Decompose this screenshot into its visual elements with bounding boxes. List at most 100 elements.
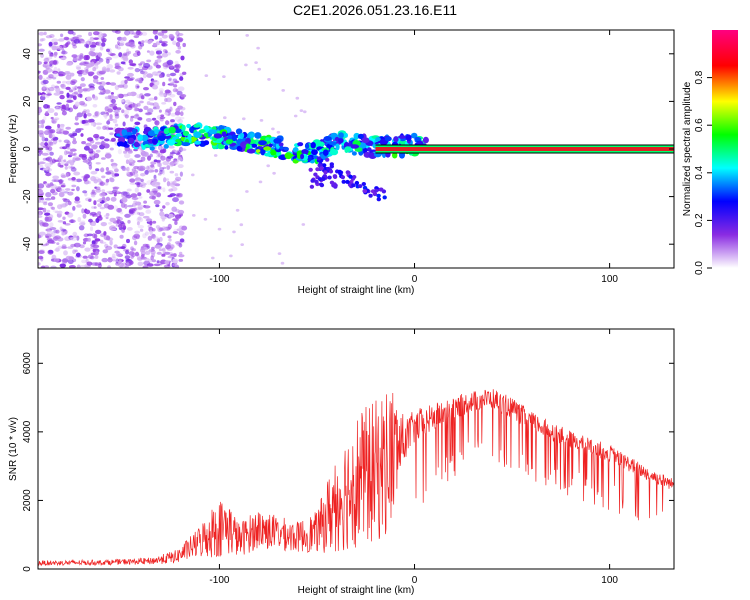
noise-speckle [179,194,183,198]
noise-speckle [72,32,76,36]
noise-speckle [81,141,86,145]
noise-speckle [123,109,130,115]
noise-speckle [156,238,160,244]
noise-speckle [88,119,92,123]
track-blob [116,141,125,146]
track-blob [175,138,181,143]
noise-speckle [77,216,82,223]
noise-speckle [128,251,135,256]
noise-speckle [113,191,117,197]
noise-speckle [146,165,150,171]
noise-speckle [84,247,91,252]
noise-speckle [165,64,171,68]
noise-speckle [67,246,74,249]
noise-speckle [45,228,52,232]
noise-speckle [129,178,136,183]
noise-speckle [76,186,80,192]
noise-speckle [102,113,109,118]
bottom-ylabel: SNR (10 * v/v) [8,417,19,481]
noise-speckle [151,80,155,83]
noise-speckle [59,155,63,160]
noise-speckle [100,222,108,227]
noise-speckle [49,227,57,230]
noise-speckle [78,153,84,158]
noise-speckle [161,253,166,257]
noise-speckle [79,83,86,87]
noise-speckle [38,43,43,47]
noise-speckle [293,114,298,118]
noise-speckle [57,220,64,223]
noise-speckle [105,167,109,171]
noise-speckle [160,155,166,161]
track-blob [121,129,128,136]
noise-speckle [68,165,73,169]
noise-speckle [85,109,90,114]
noise-speckle [76,204,82,208]
noise-speckle [85,142,92,147]
noise-speckle [38,31,45,36]
bottom-ytick-label: 4000 [22,420,33,443]
noise-speckle [117,148,122,155]
noise-speckle [58,156,63,162]
noise-speckle [138,167,145,172]
noise-speckle [73,91,79,95]
noise-speckle [132,211,140,215]
noise-speckle [95,149,101,153]
noise-speckle [152,84,158,90]
noise-speckle [159,167,165,172]
track-blob [315,167,320,172]
noise-speckle [133,200,138,204]
noise-speckle [110,103,117,106]
noise-speckle [92,233,96,239]
noise-speckle [103,143,110,149]
noise-speckle [177,86,185,92]
noise-speckle [61,228,67,232]
track-blob [361,137,370,144]
noise-speckle [166,52,171,56]
noise-speckle [254,61,258,64]
noise-speckle [48,141,52,147]
track-blob [203,140,210,146]
noise-speckle [161,34,168,39]
noise-speckle [59,164,64,168]
track-blob [319,141,325,147]
colorbar-gradient [712,30,738,268]
noise-speckle [144,250,151,255]
track-blob [304,143,310,149]
noise-speckle [174,110,181,116]
noise-speckle [50,116,54,120]
noise-speckle [180,111,184,117]
noise-speckle [121,165,126,171]
noise-speckle [60,174,67,178]
noise-speckle [165,178,170,181]
noise-speckle [129,171,135,176]
noise-speckle [114,114,120,119]
noise-speckle [45,242,49,246]
noise-speckle [91,240,96,245]
top-ytick-label: -40 [22,237,33,252]
noise-speckle [144,112,152,116]
noise-speckle [70,39,75,42]
track-blob [376,193,381,198]
noise-speckle [70,166,76,169]
noise-speckle [46,88,51,94]
noise-speckle [94,111,100,117]
noise-speckle [145,118,152,122]
noise-speckle [52,175,60,180]
noise-speckle [92,67,97,72]
noise-speckle [45,147,50,150]
noise-speckle [168,252,174,257]
noise-speckle [178,230,185,236]
noise-speckle [74,115,79,121]
noise-speckle [105,235,111,241]
track-blob [133,141,140,148]
noise-speckle [149,195,156,200]
noise-speckle [82,190,88,194]
noise-speckle [222,75,226,78]
noise-speckle [139,70,145,75]
noise-speckle [147,235,153,241]
track-blob [310,178,315,183]
noise-speckle [112,106,118,111]
noise-speckle [48,87,55,92]
